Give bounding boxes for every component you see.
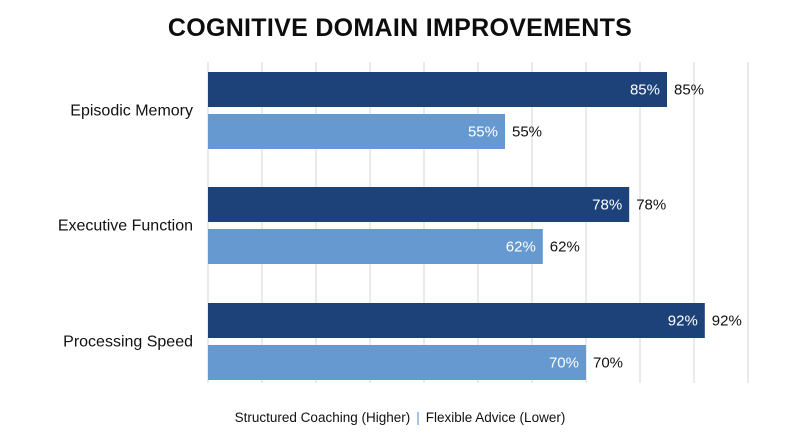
bar: [208, 72, 667, 107]
bar-value-label-inner: 55%: [468, 124, 498, 141]
legend: Structured Coaching (Higher) | Flexible Ad…: [0, 410, 800, 425]
bar-value-label-inner: 62%: [506, 239, 536, 256]
bar-value-label: 78%: [636, 197, 666, 214]
bar-value-label-inner: 85%: [630, 82, 660, 99]
bar-value-label-inner: 78%: [592, 197, 622, 214]
bar-value-label-inner: 92%: [668, 313, 698, 330]
bar: [208, 345, 586, 380]
category-label: Processing Speed: [63, 334, 193, 351]
bar: [208, 187, 630, 222]
bar: [208, 303, 705, 338]
legend-separator: |: [416, 410, 420, 425]
bars: [208, 72, 705, 380]
bar-value-label: 70%: [593, 355, 623, 372]
bar: [208, 114, 505, 149]
bar-value-label: 62%: [550, 239, 580, 256]
bar-value-label-inner: 70%: [549, 355, 579, 372]
legend-text-higher: Structured Coaching (Higher): [234, 410, 411, 425]
category-label: Episodic Memory: [70, 103, 193, 120]
bar-value-label: 92%: [712, 313, 742, 330]
category-label: Executive Function: [58, 218, 193, 235]
bar-value-label: 85%: [674, 82, 704, 99]
labels: 85% 85% 55% 55% Episodic Memory 78% 78% 62% 62% E…: [58, 82, 742, 372]
legend-text-lower: Flexible Advice (Lower): [425, 410, 566, 425]
chart-title: COGNITIVE DOMAIN IMPROVEMENTS: [167, 14, 633, 42]
bar: [208, 229, 543, 264]
bar-value-label: 55%: [512, 124, 542, 141]
